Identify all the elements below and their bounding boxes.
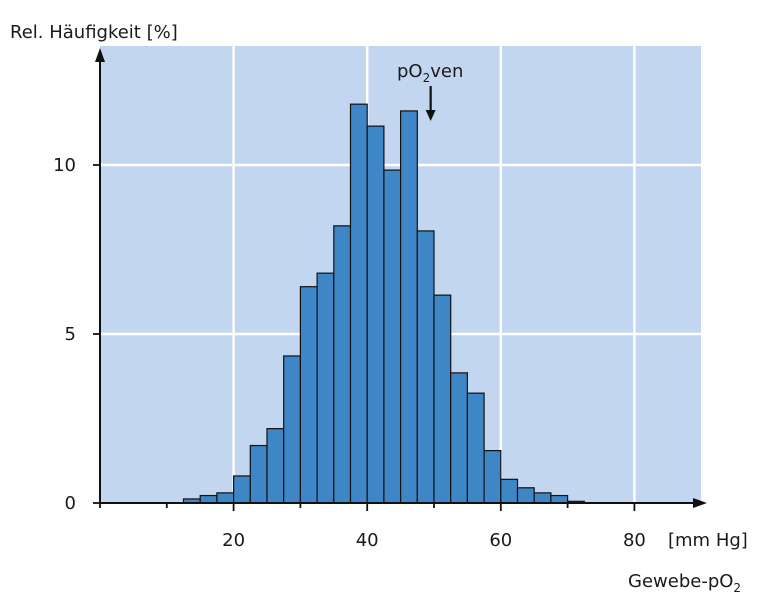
- bar: [249, 444, 268, 504]
- bar: [283, 355, 302, 504]
- bar: [500, 478, 519, 504]
- bar: [316, 272, 335, 504]
- y-axis-label: Rel. Häufigkeit [%]: [10, 22, 178, 43]
- pO2ven-annotation: pO2ven: [397, 61, 463, 121]
- y-tick-label: 0: [65, 493, 76, 514]
- x-tick-label: 80: [623, 530, 646, 551]
- axes: [95, 48, 707, 508]
- bar: [516, 487, 535, 504]
- annotation-arrow-head: [425, 110, 436, 121]
- x-tick-label: 60: [489, 530, 512, 551]
- annotation-sub: 2: [423, 71, 431, 85]
- bar: [483, 450, 502, 504]
- bar: [233, 475, 251, 504]
- x-axis-label-main: Gewebe-pO: [628, 571, 733, 592]
- bar: [533, 492, 552, 504]
- bar: [416, 230, 435, 504]
- bar: [216, 492, 235, 504]
- x-axis-label-sub: 2: [733, 581, 741, 595]
- bar: [299, 286, 318, 504]
- annotation-tail: ven: [430, 61, 463, 82]
- bar: [383, 169, 402, 504]
- x-axis-unit: [mm Hg]: [668, 530, 748, 551]
- tick-labels: 20 40 60 80 0 5 10: [53, 155, 646, 551]
- y-axis-arrow-icon: [95, 48, 105, 62]
- x-axis-arrow-icon: [693, 498, 707, 508]
- x-tick-label: 40: [356, 530, 379, 551]
- y-tick-label: 5: [65, 324, 76, 345]
- bar: [450, 372, 469, 504]
- bar: [400, 110, 418, 504]
- annotation-label: pO2ven: [397, 61, 463, 85]
- bar: [433, 294, 452, 504]
- bar: [199, 494, 218, 504]
- bar: [550, 494, 569, 504]
- bar: [349, 103, 368, 504]
- annotation-main: pO: [397, 61, 423, 82]
- bar: [466, 392, 485, 504]
- x-axis-label: Gewebe-pO2: [628, 571, 741, 595]
- x-tick-label: 20: [222, 530, 245, 551]
- bar: [333, 225, 352, 504]
- bar: [366, 125, 385, 504]
- y-tick-label: 10: [53, 155, 76, 176]
- bar: [266, 428, 285, 504]
